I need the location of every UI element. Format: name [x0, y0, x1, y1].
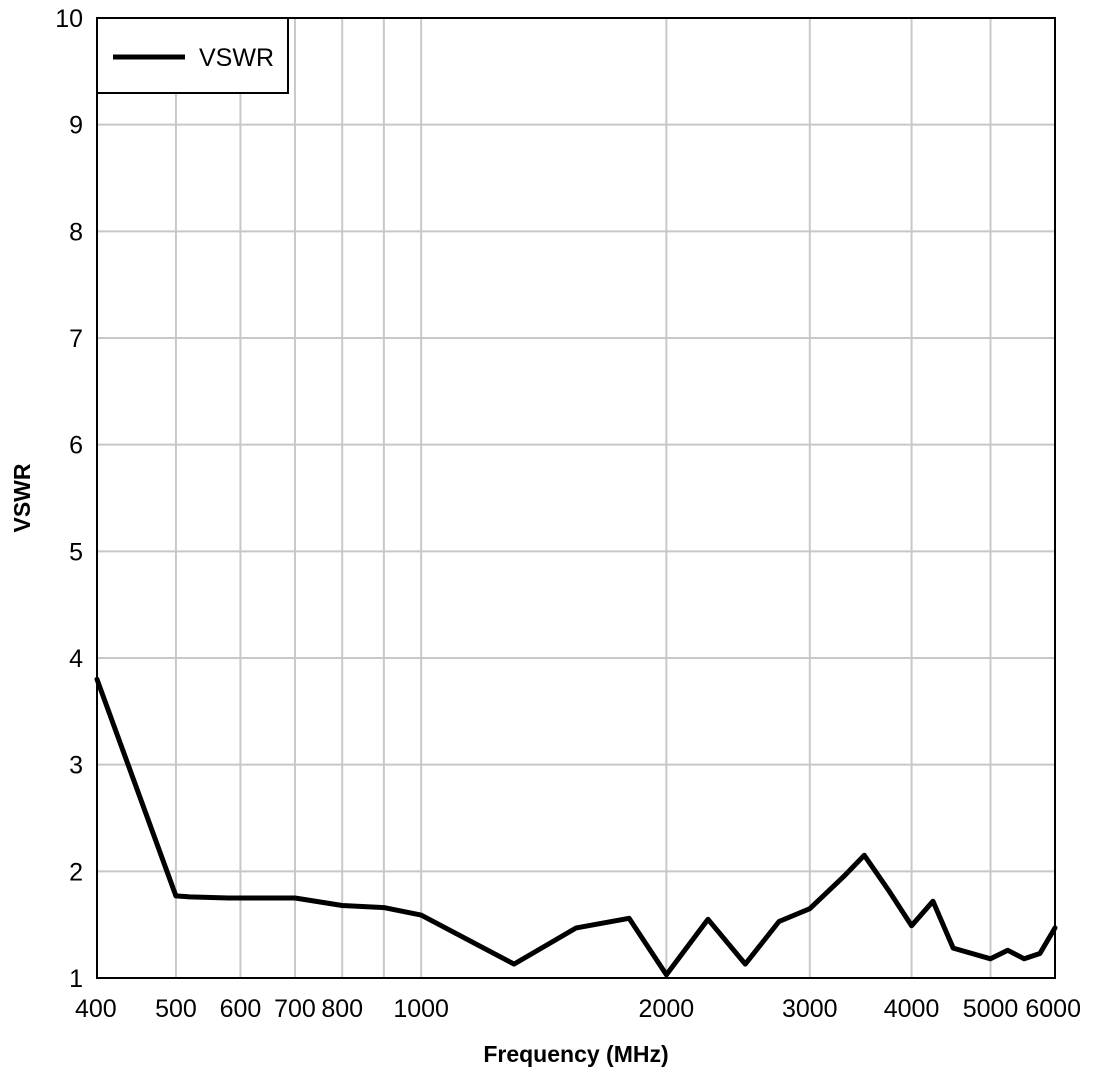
y-tick-label-10: 10	[55, 5, 83, 33]
y-tick-label-5: 5	[69, 538, 83, 566]
x-tick-label-700: 700	[274, 995, 316, 1023]
legend-label-vswr: VSWR	[199, 44, 274, 72]
y-tick-label-9: 9	[69, 112, 83, 140]
y-axis-title: VSWR	[9, 463, 35, 532]
series-line-vswr	[94, 676, 1058, 978]
x-tick-label-800: 800	[321, 995, 363, 1023]
x-tick-label-5000: 5000	[963, 995, 1019, 1023]
x-tick-label-400: 400	[75, 995, 117, 1023]
y-tick-labels: 1 2 3 4 5 6 7 8 9 10	[55, 5, 83, 993]
x-axis-title: Frequency (MHz)	[483, 1041, 668, 1067]
x-tick-label-1000: 1000	[393, 995, 449, 1023]
x-tick-label-6000: 6000	[1025, 995, 1081, 1023]
series-layer	[94, 676, 1058, 978]
y-tick-label-4: 4	[69, 645, 83, 673]
legend: VSWR	[96, 17, 289, 94]
x-tick-label-600: 600	[220, 995, 262, 1023]
x-tick-label-500: 500	[155, 995, 197, 1023]
x-tick-labels: 400 500 600 700 800 1000 2000 3000 4000 5000 6000	[75, 995, 1081, 1023]
x-tick-label-3000: 3000	[782, 995, 838, 1023]
y-tick-label-6: 6	[69, 432, 83, 460]
y-tick-label-7: 7	[69, 325, 83, 353]
grid-lines	[96, 17, 1056, 979]
y-tick-label-1: 1	[69, 965, 83, 993]
y-tick-label-8: 8	[69, 218, 83, 246]
plot-area-frame	[96, 17, 1056, 979]
y-tick-label-3: 3	[69, 752, 83, 780]
x-tick-label-4000: 4000	[884, 995, 940, 1023]
y-tick-label-2: 2	[69, 858, 83, 886]
x-tick-label-2000: 2000	[639, 995, 695, 1023]
